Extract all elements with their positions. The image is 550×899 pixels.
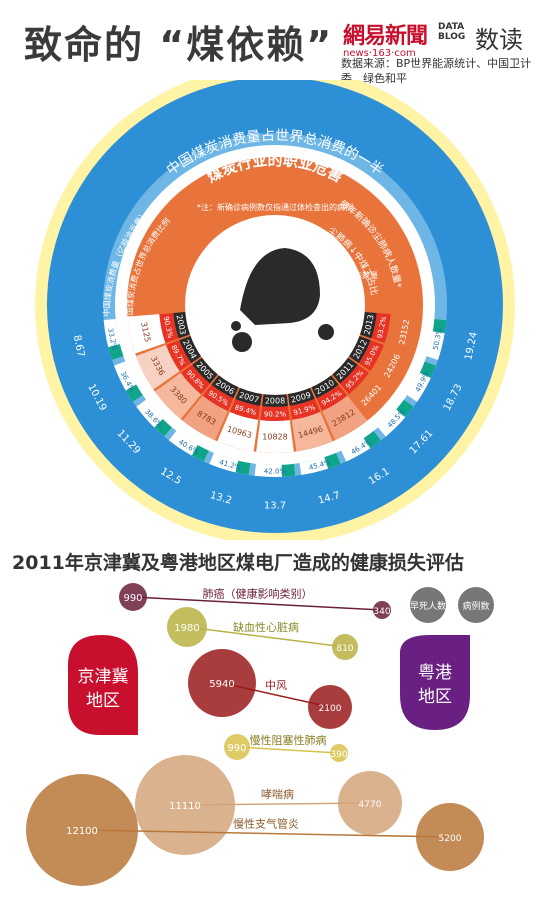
disease-right-value: 390 — [330, 750, 347, 760]
disease-left-value: 5940 — [209, 679, 234, 690]
disease-right-value: 340 — [373, 607, 390, 617]
disease-name: 肺癌（健康影响类别） — [203, 587, 313, 601]
right-label-3: 不代表实际数量 — [322, 270, 378, 280]
yuegang-label: 粤港 — [418, 663, 452, 683]
inner-note: *注：新确诊病例数仅指通过体检查出的病例 — [197, 202, 353, 212]
netease-logo-text: 網易新聞 — [343, 18, 433, 50]
jingjinji-label: 京津冀 — [78, 667, 129, 687]
disease-right-value: 5200 — [439, 834, 462, 844]
disease-name: 慢性支气管炎 — [233, 817, 299, 831]
shudu-logo: 数读 — [475, 20, 523, 55]
disease-right-value: 4770 — [359, 800, 382, 810]
yuegang-label-2: 地区 — [418, 687, 452, 707]
disease-right-value: 2100 — [319, 704, 342, 714]
coal-wheel-chart: 中国煤炭消费量占世界总消费的一半 煤炭行业的职业危害 中国煤炭消费量（亿吨油当量… — [0, 80, 550, 540]
disease-name: 慢性阻塞性肺病 — [250, 733, 327, 747]
netease-logo: 網易新聞 news·163·com — [343, 18, 433, 52]
share-label: 42.0% — [264, 467, 287, 475]
year-label: 2008 — [265, 397, 285, 406]
legend-early-death: 早死人数 — [410, 600, 446, 612]
disease-left-value: 990 — [227, 743, 246, 754]
datablog-logo: DATA BLOG — [438, 22, 466, 52]
cases-label: 10828 — [262, 433, 287, 442]
legend-cases: 病例数 — [462, 600, 489, 612]
disease-name: 缺血性心脏病 — [233, 620, 299, 634]
jingjinji-line2: 地区 — [86, 691, 120, 711]
jingjinji-line1: 京津冀 — [78, 667, 129, 687]
disease-name: 中风 — [265, 679, 287, 692]
jingjinji-label-2: 地区 — [86, 691, 120, 711]
disease-left-value: 1980 — [174, 623, 199, 634]
disease-left-value: 12100 — [66, 826, 98, 837]
disease-left-value: 990 — [123, 593, 142, 604]
disease-left-value: 11110 — [169, 801, 201, 812]
disease-link — [237, 747, 339, 753]
disease-right-value: 810 — [336, 644, 353, 654]
yuegang-line1: 粤港 — [418, 663, 452, 683]
consumption-label: 13.7 — [264, 500, 286, 511]
yuegang-line2: 地区 — [418, 687, 452, 707]
miner-share-label: 90.2% — [264, 410, 287, 418]
health-bubble-chart: 京津冀 地区 粤港 地区 早死人数 病例数 990 340 肺癌（健康影响类别） 19… — [0, 575, 550, 899]
disease-name: 哮喘病 — [261, 787, 294, 801]
page-title: 致命的 “煤依赖” — [24, 14, 333, 69]
section2-title: 2011年京津冀及粤港地区煤电厂造成的健康损失评估 — [12, 548, 464, 575]
